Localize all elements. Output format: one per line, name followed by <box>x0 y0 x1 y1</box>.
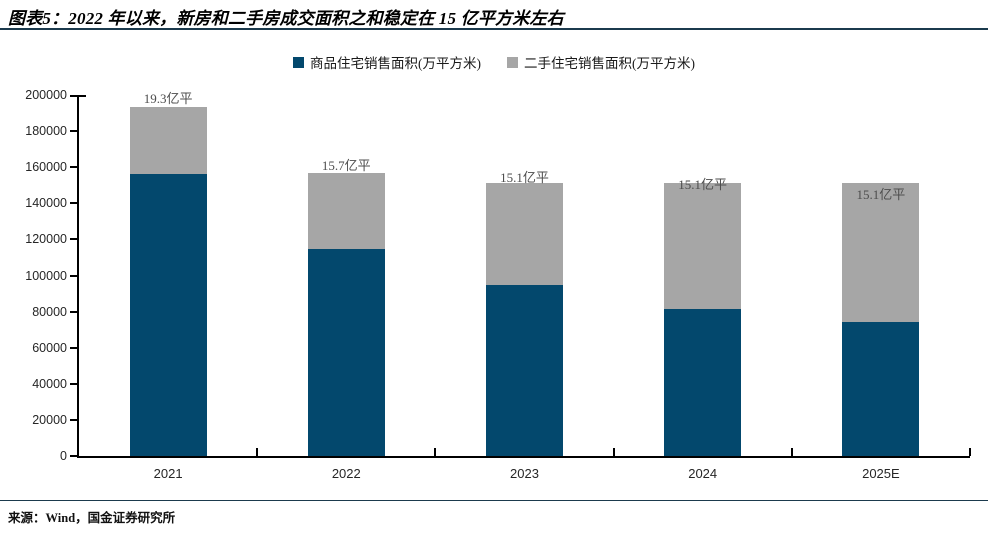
bar-segment-second-hand <box>664 183 742 310</box>
y-tick-label: 80000 <box>32 304 67 319</box>
bar-segment-new-home <box>842 322 920 456</box>
bar-segment-second-hand <box>842 183 920 323</box>
y-axis-tick <box>70 346 77 349</box>
bar-segment-second-hand <box>307 172 385 250</box>
x-tick-label: 2021 <box>153 466 183 481</box>
title-rule <box>0 28 988 30</box>
y-axis-tick <box>70 274 77 277</box>
y-axis-tick <box>70 455 77 457</box>
figure-title: 图表5：2022 年以来，新房和二手房成交面积之和稳定在 15 亿平方米左右 <box>8 9 564 28</box>
footer-rule <box>0 500 988 501</box>
y-tick-label: 120000 <box>25 232 67 247</box>
source-note: 来源：Wind，国金证券研究所 <box>8 511 176 525</box>
legend-label: 二手住宅销售面积(万平方米) <box>524 56 695 71</box>
bar-total-label: 15.1亿平 <box>500 170 549 186</box>
y-tick-label: 180000 <box>25 124 67 139</box>
bar-segment-new-home <box>486 284 563 456</box>
y-tick-label: 20000 <box>32 412 67 427</box>
y-axis-tick <box>70 95 86 97</box>
y-tick-label: 200000 <box>25 88 67 102</box>
x-tick-label: 2023 <box>510 466 539 481</box>
y-axis-tick <box>70 238 77 241</box>
y-tick-label: 0 <box>60 449 67 463</box>
y-axis-tick <box>70 166 77 169</box>
y-axis-tick <box>70 130 77 133</box>
bar-segment-second-hand <box>129 106 207 174</box>
bar-segment-second-hand <box>486 183 563 285</box>
bar-total-label: 15.7亿平 <box>321 157 371 173</box>
x-tick-label: 2022 <box>331 466 361 481</box>
bar-segment-new-home <box>664 309 742 456</box>
y-axis-tick <box>70 382 77 385</box>
bar-total-label: 15.1亿平 <box>678 177 728 193</box>
y-tick-label: 60000 <box>32 340 67 355</box>
x-axis-tick <box>790 448 793 456</box>
bar-total-label: 19.3亿平 <box>143 90 193 106</box>
legend-swatch <box>507 56 518 68</box>
y-tick-label: 140000 <box>25 196 67 211</box>
y-axis-tick <box>70 418 77 421</box>
y-tick-label: 40000 <box>32 376 67 391</box>
legend: 商品住宅销售面积(万平方米) 二手住宅销售面积(万平方米) <box>0 52 988 72</box>
legend-swatch <box>293 56 304 68</box>
bar-total-label: 15.1亿平 <box>856 187 906 203</box>
legend-label: 商品住宅销售面积(万平方米) <box>310 56 481 71</box>
x-axis-line <box>77 456 970 458</box>
plot-area: 0 20000 40000 60000 80000 100000 120000 140000 1… <box>25 88 971 481</box>
legend-item: 二手住宅销售面积(万平方米) <box>507 52 695 72</box>
x-axis-tick <box>612 448 615 456</box>
bar-segment-new-home <box>129 173 207 456</box>
y-axis-line <box>77 95 79 458</box>
bar-segment-new-home <box>307 249 385 456</box>
x-axis-tick <box>434 448 437 456</box>
legend-item: 商品住宅销售面积(万平方米) <box>293 52 481 72</box>
y-axis-tick <box>70 310 77 313</box>
x-axis-tick <box>969 448 971 456</box>
y-tick-label: 160000 <box>25 160 67 175</box>
y-tick-label: 100000 <box>25 268 67 283</box>
x-tick-label: 2024 <box>688 466 718 481</box>
y-axis-tick <box>70 202 77 205</box>
x-axis-tick <box>256 448 259 456</box>
x-tick-label: 2025E <box>862 466 900 481</box>
